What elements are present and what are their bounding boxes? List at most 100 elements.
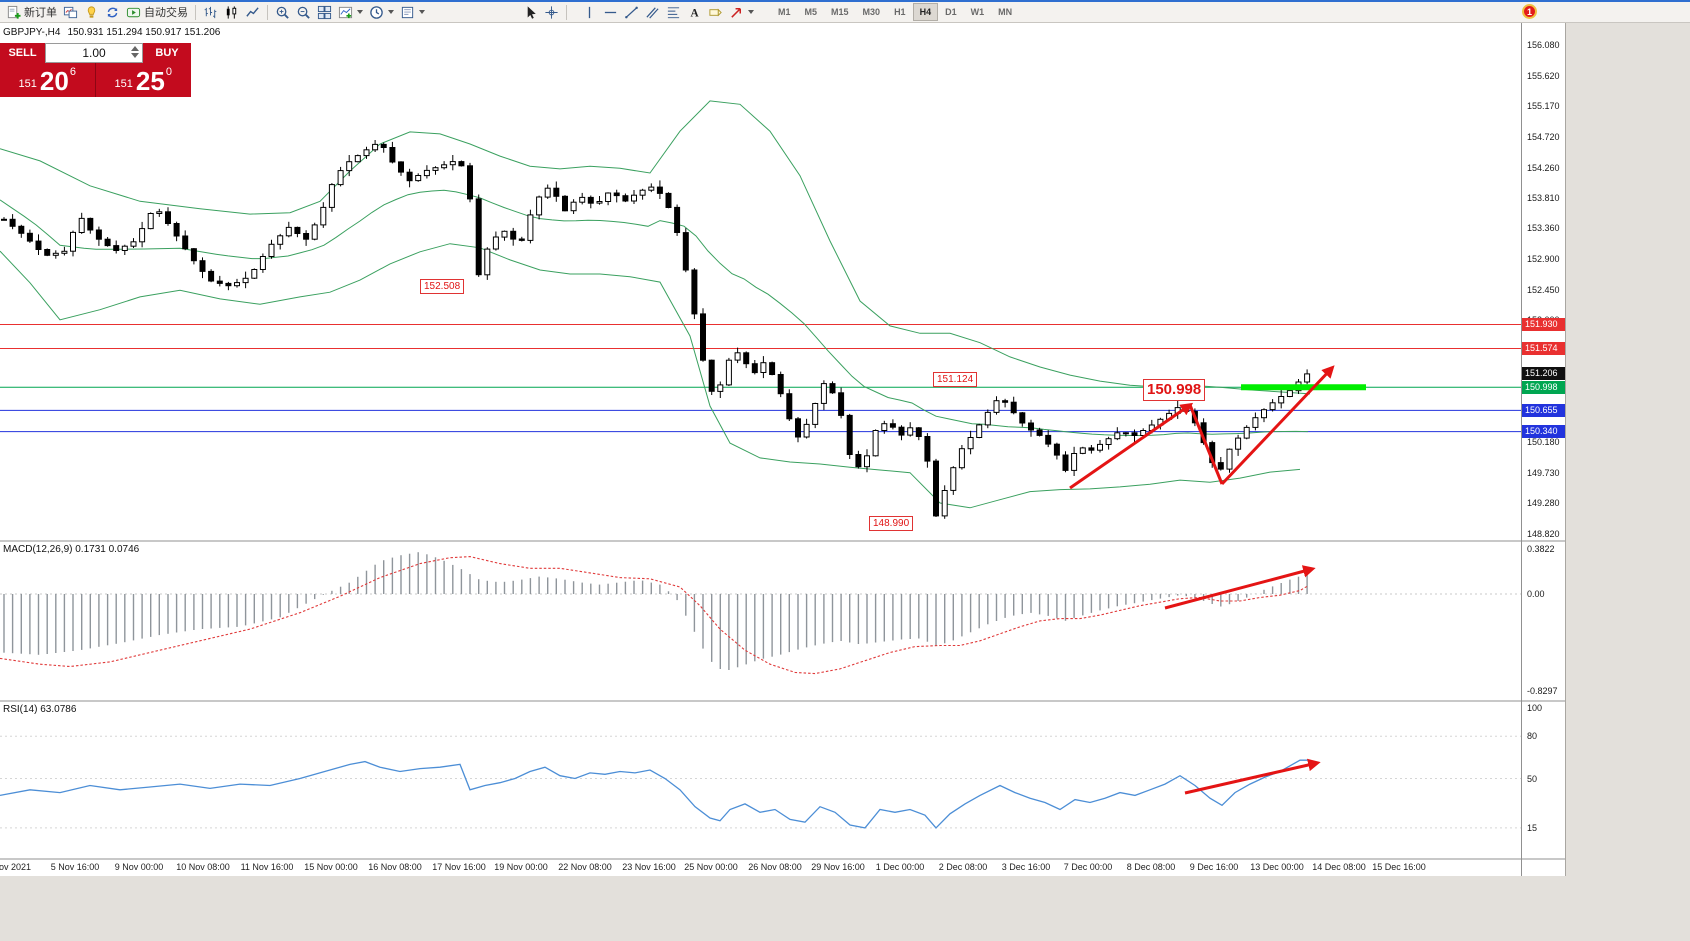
horizontal-line-button[interactable] xyxy=(600,3,621,22)
chevron-down-icon xyxy=(388,10,394,14)
timeframe-m15-button[interactable]: M15 xyxy=(831,7,849,17)
volume-stepper xyxy=(131,46,139,58)
trend-arrow-connector[interactable] xyxy=(1188,404,1224,485)
time-axis-label: 9 Dec 16:00 xyxy=(1189,862,1239,872)
crosshair-icon xyxy=(545,5,558,19)
chart-canvas[interactable] xyxy=(0,23,1566,876)
refresh-button[interactable] xyxy=(102,3,123,22)
buy-button[interactable]: BUY xyxy=(143,43,191,63)
rsi-axis-tick: 15 xyxy=(1527,822,1538,833)
template-icon xyxy=(401,6,414,18)
price-annotation[interactable]: 148.990 xyxy=(869,515,914,531)
price-axis-tick: 155.170 xyxy=(1527,101,1560,112)
fibonacci-button[interactable] xyxy=(663,3,684,22)
crosshair-button[interactable] xyxy=(541,3,562,22)
trend-arrow[interactable] xyxy=(1220,365,1335,486)
volume-decrease-button[interactable] xyxy=(131,53,139,58)
bar-chart-button[interactable] xyxy=(200,3,221,22)
channel-button[interactable] xyxy=(642,3,663,22)
trend-arrow[interactable] xyxy=(1069,402,1194,490)
price-annotation[interactable]: 150.998 xyxy=(1143,379,1206,402)
price-axis-tick: 153.810 xyxy=(1527,192,1560,203)
time-axis-label: 17 Nov 16:00 xyxy=(432,862,486,872)
buy-price-display[interactable]: 151 25 0 xyxy=(96,63,192,97)
toolbar-separator xyxy=(195,4,196,20)
ohlc-text: 150.931 151.294 150.917 151.206 xyxy=(67,27,221,38)
hline-price-label: 150.655 xyxy=(1522,403,1565,417)
templates-button[interactable] xyxy=(397,3,428,22)
price-annotation[interactable]: 152.508 xyxy=(420,278,465,294)
chart-window: GBPJPY-,H4 150.931 151.294 150.917 151.20… xyxy=(0,23,1566,876)
tile-windows-button[interactable] xyxy=(314,3,335,22)
candlestick-series xyxy=(1,140,1311,519)
price-axis-tick: 150.180 xyxy=(1527,437,1560,448)
time-axis-label: 22 Nov 08:00 xyxy=(558,862,612,872)
price-annotation[interactable]: 151.124 xyxy=(933,371,978,387)
text-button[interactable]: A xyxy=(684,3,705,22)
time-axis-label: 9 Nov 00:00 xyxy=(114,862,164,872)
vertical-line-icon xyxy=(588,6,591,18)
horizontal-line-icon xyxy=(604,11,617,13)
time-axis-label: 7 Dec 00:00 xyxy=(1063,862,1113,872)
notification-badge[interactable]: 1 xyxy=(1522,4,1537,19)
indicators-icon xyxy=(338,6,353,18)
new-order-icon xyxy=(7,5,21,19)
buy-price-point: 0 xyxy=(165,66,172,78)
channel-icon xyxy=(646,6,659,19)
trend-arrow[interactable] xyxy=(1164,565,1316,610)
timeframe-m5-button[interactable]: M5 xyxy=(804,7,818,17)
timeframe-d1-button[interactable]: D1 xyxy=(945,7,957,17)
price-axis-tick: 154.260 xyxy=(1527,162,1560,173)
arrows-button[interactable] xyxy=(726,3,757,22)
timeframe-m1-button[interactable]: M1 xyxy=(778,7,791,17)
candlestick-icon xyxy=(226,5,237,19)
vertical-line-button[interactable] xyxy=(579,3,600,22)
zoom-in-button[interactable] xyxy=(272,3,293,22)
timeframe-w1-button[interactable]: W1 xyxy=(970,7,985,17)
new-order-button[interactable]: 新订单 xyxy=(3,3,60,22)
time-axis-label: 2 Dec 08:00 xyxy=(938,862,988,872)
price-axis-tick: 149.280 xyxy=(1527,498,1560,509)
timeframe-mn-button[interactable]: MN xyxy=(998,7,1013,17)
sell-button[interactable]: SELL xyxy=(0,43,45,63)
candlestick-chart-button[interactable] xyxy=(221,3,242,22)
current-price-label: 151.206 xyxy=(1522,366,1565,380)
trend-arrow[interactable] xyxy=(1184,758,1321,795)
timeframe-h4-button[interactable]: H4 xyxy=(912,3,939,21)
indicators-button[interactable] xyxy=(335,3,366,22)
cursor-button[interactable] xyxy=(520,3,541,22)
autotrading-button[interactable]: 自动交易 xyxy=(123,3,191,22)
hline-price-label: 151.930 xyxy=(1522,318,1565,332)
arrow-tool-icon xyxy=(731,7,741,18)
time-axis-label: 26 Nov 08:00 xyxy=(748,862,802,872)
volume-input[interactable]: 1.00 xyxy=(45,43,143,63)
new-order-label: 新订单 xyxy=(24,7,57,19)
alerts-button[interactable] xyxy=(81,3,102,22)
autotrading-play-icon xyxy=(126,7,141,17)
hline-price-label: 151.574 xyxy=(1522,342,1565,356)
charts-button[interactable] xyxy=(60,3,81,22)
periods-button[interactable] xyxy=(366,3,397,22)
text-label-button[interactable] xyxy=(705,3,726,22)
sell-price-pips: 20 xyxy=(39,66,69,96)
tile-windows-icon xyxy=(317,5,332,19)
symbol-label: GBPJPY-,H4 150.931 151.294 150.917 151.20… xyxy=(3,27,227,38)
line-chart-button[interactable] xyxy=(242,3,263,22)
volume-increase-button[interactable] xyxy=(131,46,139,51)
zoom-out-icon xyxy=(297,6,310,19)
time-axis-label: 14 Dec 08:00 xyxy=(1312,862,1366,872)
autotrading-label: 自动交易 xyxy=(144,7,188,19)
symbol-period-text: GBPJPY-,H4 xyxy=(3,27,61,38)
sell-price-display[interactable]: 151 20 6 xyxy=(0,63,96,97)
trendline-button[interactable] xyxy=(621,3,642,22)
bollinger-band-line xyxy=(0,100,1311,395)
bollinger-band-line xyxy=(0,189,1309,436)
timeframe-h1-button[interactable]: H1 xyxy=(894,7,906,17)
clock-icon xyxy=(370,5,383,19)
refresh-icon xyxy=(107,7,118,17)
buy-price-figure: 151 xyxy=(114,78,133,90)
timeframe-m30-button[interactable]: M30 xyxy=(862,7,881,17)
rsi-label: RSI(14) 63.0786 xyxy=(3,704,77,715)
one-click-trading-panel: SELL 1.00 BUY 151 20 6 151 25 0 xyxy=(0,43,191,97)
zoom-out-button[interactable] xyxy=(293,3,314,22)
